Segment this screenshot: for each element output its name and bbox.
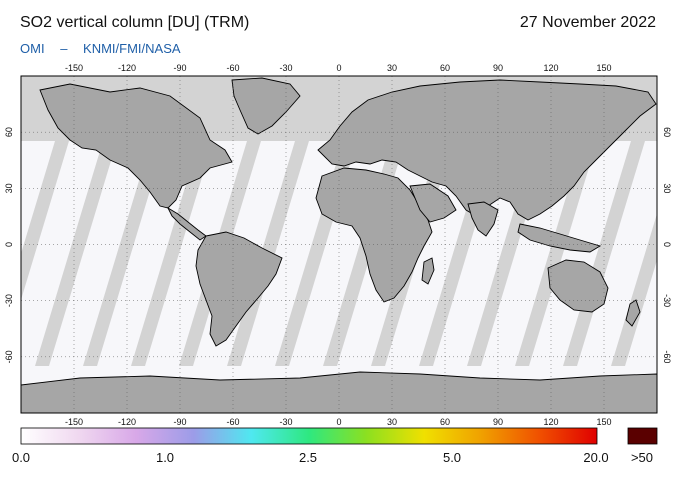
credit-agencies: KNMI/FMI/NASA	[83, 41, 181, 56]
lat-tick-label: 30	[662, 183, 672, 193]
lon-tick-label: 30	[387, 63, 397, 73]
lon-tick-label: 90	[493, 417, 503, 427]
map-frame	[20, 75, 658, 414]
lon-tick-label: 60	[440, 63, 450, 73]
map-date: 27 November 2022	[519, 14, 656, 31]
swath-strip	[0, 141, 7, 366]
lon-tick-label: -120	[118, 63, 136, 73]
colorbar-overflow-label: >50	[630, 450, 654, 465]
north-america	[39, 83, 233, 209]
lon-tick-label: -30	[279, 63, 292, 73]
lon-tick-label: -150	[65, 417, 83, 427]
lon-tick-label: 150	[596, 63, 611, 73]
lat-tick-label: 0	[4, 242, 14, 247]
lat-tick-label: 60	[4, 127, 14, 137]
india	[467, 201, 499, 237]
lon-tick-label: -120	[118, 417, 136, 427]
lon-tick-label: 60	[440, 417, 450, 427]
lon-tick-label: -60	[226, 417, 239, 427]
arabia	[409, 183, 457, 223]
credits: OMI – KNMI/FMI/NASA	[20, 41, 193, 56]
colorbar-label-2: 2.5	[298, 450, 318, 465]
lon-tick-label: -150	[65, 63, 83, 73]
continents	[21, 77, 657, 413]
swath-strip	[145, 141, 247, 366]
lat-tick-label: 60	[662, 127, 672, 137]
lat-tick-label: -30	[4, 294, 14, 307]
lon-tick-label: -90	[173, 417, 186, 427]
lat-tick-label: 30	[4, 183, 14, 193]
colorbar-label-1: 1.0	[155, 450, 175, 465]
swath-strip	[625, 260, 657, 366]
lat-ticks-left: 60 30 0 -30 -60	[4, 127, 14, 363]
lon-tick-label: -90	[173, 63, 186, 73]
credit-separator: –	[60, 41, 68, 56]
swath-strip	[21, 141, 103, 366]
colorbar-label-3: 5.0	[442, 450, 462, 465]
new-zealand	[625, 299, 641, 327]
lon-tick-label: 0	[336, 63, 341, 73]
lon-tick-label: 150	[596, 417, 611, 427]
lon-tick-label: 90	[493, 63, 503, 73]
credit-instrument: OMI	[20, 41, 45, 56]
lat-tick-label: -30	[662, 294, 672, 307]
lon-tick-label: 120	[543, 63, 558, 73]
lat-tick-label: -60	[662, 350, 672, 363]
map-area	[0, 76, 657, 413]
lon-tick-label: 0	[336, 417, 341, 427]
eurasia	[317, 79, 657, 221]
africa	[315, 167, 433, 303]
lat-tick-label: -60	[4, 350, 14, 363]
lat-ticks-right: 60 30 0 -30 -60	[662, 127, 672, 363]
madagascar	[421, 257, 435, 285]
lat-tick-label: 0	[662, 242, 672, 247]
map-title: SO2 vertical column [DU] (TRM)	[20, 14, 250, 31]
lon-tick-label: -60	[226, 63, 239, 73]
swath-strip	[577, 141, 657, 366]
graticule	[21, 76, 657, 413]
lon-tick-label: -30	[279, 417, 292, 427]
swath-strip	[49, 141, 151, 366]
lon-ticks-top: -150 -120 -90 -60 -30 0 30 60 90 120 150	[65, 63, 612, 73]
colorbar-overflow	[627, 427, 658, 445]
colorbar-label-0: 0.0	[11, 450, 31, 465]
colorbar-label-4: 20.0	[583, 450, 609, 465]
greenland	[231, 77, 301, 135]
south-america	[195, 231, 283, 347]
lon-ticks-bottom: -150 -120 -90 -60 -30 0 30 60 90 120 150	[65, 417, 612, 427]
southeast-asia-islands	[517, 223, 602, 253]
lon-tick-label: 30	[387, 417, 397, 427]
central-america	[166, 206, 207, 241]
lon-tick-label: 120	[543, 417, 558, 427]
swath-strip	[529, 141, 631, 366]
swath-strip	[21, 141, 55, 254]
colorbar	[20, 427, 598, 445]
